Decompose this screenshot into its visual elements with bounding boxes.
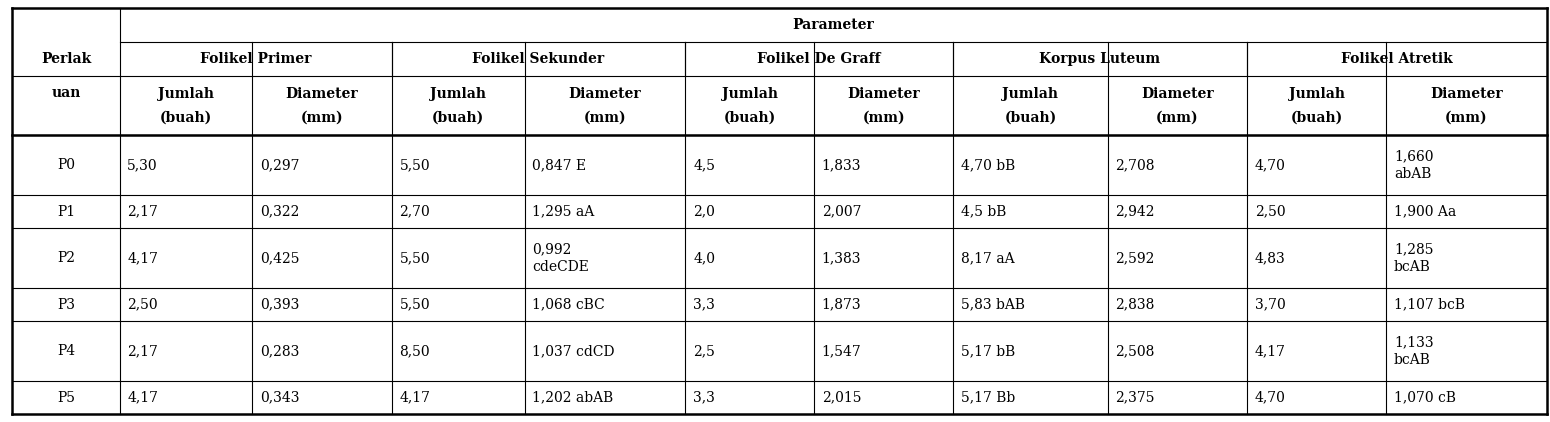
Text: 1,202 abAB: 1,202 abAB <box>532 391 614 405</box>
Text: 2,592: 2,592 <box>1116 251 1155 265</box>
Text: P0: P0 <box>57 158 74 172</box>
Text: 1,295 aA: 1,295 aA <box>532 205 595 219</box>
Text: 8,17 aA: 8,17 aA <box>961 251 1015 265</box>
Text: 1,068 cBC: 1,068 cBC <box>532 298 605 312</box>
Text: 2,838: 2,838 <box>1116 298 1155 312</box>
Text: 3,70: 3,70 <box>1254 298 1285 312</box>
Text: 5,83 bAB: 5,83 bAB <box>961 298 1025 312</box>
Text: cdeCDE: cdeCDE <box>532 260 589 274</box>
Text: abAB: abAB <box>1393 168 1431 181</box>
Text: 1,285: 1,285 <box>1393 242 1434 256</box>
Text: 3,3: 3,3 <box>693 298 715 312</box>
Text: 2,508: 2,508 <box>1116 344 1155 358</box>
Text: 1,037 cdCD: 1,037 cdCD <box>532 344 615 358</box>
Text: Jumlah: Jumlah <box>722 87 778 101</box>
Text: Diameter: Diameter <box>848 87 919 101</box>
Text: 5,17 bB: 5,17 bB <box>961 344 1015 358</box>
Text: 1,070 cB: 1,070 cB <box>1393 391 1455 405</box>
Text: Jumlah: Jumlah <box>1003 87 1059 101</box>
Text: (buah): (buah) <box>1291 111 1342 124</box>
Text: 2,375: 2,375 <box>1116 391 1155 405</box>
Text: 0,425: 0,425 <box>260 251 299 265</box>
Text: 0,297: 0,297 <box>260 158 299 172</box>
Text: (mm): (mm) <box>1445 111 1488 124</box>
Text: 1,133: 1,133 <box>1393 335 1434 349</box>
Text: 1,547: 1,547 <box>822 344 862 358</box>
Text: Folikel Atretik: Folikel Atretik <box>1341 52 1452 66</box>
Text: 4,17: 4,17 <box>127 251 158 265</box>
Text: 2,5: 2,5 <box>693 344 715 358</box>
Text: Diameter: Diameter <box>285 87 358 101</box>
Text: 2,50: 2,50 <box>127 298 158 312</box>
Text: 4,0: 4,0 <box>693 251 715 265</box>
Text: 2,007: 2,007 <box>822 205 862 219</box>
Text: 5,50: 5,50 <box>400 251 429 265</box>
Text: 1,660: 1,660 <box>1393 149 1434 163</box>
Text: P4: P4 <box>57 344 74 358</box>
Text: 0,992: 0,992 <box>532 242 572 256</box>
Text: 1,873: 1,873 <box>822 298 862 312</box>
Text: 4,17: 4,17 <box>1254 344 1285 358</box>
Text: 4,83: 4,83 <box>1254 251 1285 265</box>
Text: 4,70: 4,70 <box>1254 391 1285 405</box>
Text: P2: P2 <box>57 251 74 265</box>
Text: Diameter: Diameter <box>569 87 642 101</box>
Text: Folikel Primer: Folikel Primer <box>200 52 312 66</box>
Text: (mm): (mm) <box>1156 111 1198 124</box>
Text: 4,70: 4,70 <box>1254 158 1285 172</box>
Text: 5,17 Bb: 5,17 Bb <box>961 391 1015 405</box>
Text: 0,393: 0,393 <box>260 298 299 312</box>
Text: (mm): (mm) <box>862 111 905 124</box>
Text: 0,322: 0,322 <box>260 205 299 219</box>
Text: (buah): (buah) <box>1004 111 1057 124</box>
Text: 2,015: 2,015 <box>822 391 862 405</box>
Text: bcAB: bcAB <box>1393 354 1431 368</box>
Text: 8,50: 8,50 <box>400 344 429 358</box>
Text: Parameter: Parameter <box>792 19 874 32</box>
Text: 2,0: 2,0 <box>693 205 715 219</box>
Text: 4,17: 4,17 <box>400 391 431 405</box>
Text: uan: uan <box>51 86 81 100</box>
Text: 0,847 E: 0,847 E <box>532 158 586 172</box>
Text: 5,50: 5,50 <box>400 298 429 312</box>
Text: Korpus Luteum: Korpus Luteum <box>1040 52 1161 66</box>
Text: 2,942: 2,942 <box>1116 205 1155 219</box>
Text: 1,383: 1,383 <box>822 251 862 265</box>
Text: Diameter: Diameter <box>1141 87 1214 101</box>
Text: (buah): (buah) <box>724 111 775 124</box>
Text: 2,708: 2,708 <box>1116 158 1155 172</box>
Text: 1,900 Aa: 1,900 Aa <box>1393 205 1455 219</box>
Text: 0,283: 0,283 <box>260 344 299 358</box>
Text: 4,5 bB: 4,5 bB <box>961 205 1006 219</box>
Text: 0,343: 0,343 <box>260 391 299 405</box>
Text: (buah): (buah) <box>432 111 484 124</box>
Text: 5,30: 5,30 <box>127 158 158 172</box>
Text: 2,70: 2,70 <box>400 205 431 219</box>
Text: Perlak: Perlak <box>40 52 91 66</box>
Text: (mm): (mm) <box>584 111 626 124</box>
Text: (mm): (mm) <box>301 111 344 124</box>
Text: P1: P1 <box>57 205 74 219</box>
Text: 1,107 bcB: 1,107 bcB <box>1393 298 1465 312</box>
Text: Jumlah: Jumlah <box>431 87 487 101</box>
Text: Jumlah: Jumlah <box>1288 87 1344 101</box>
Text: Folikel De Graff: Folikel De Graff <box>758 52 880 66</box>
Text: 3,3: 3,3 <box>693 391 715 405</box>
Text: 4,70 bB: 4,70 bB <box>961 158 1015 172</box>
Text: Diameter: Diameter <box>1431 87 1504 101</box>
Text: P5: P5 <box>57 391 74 405</box>
Text: (buah): (buah) <box>160 111 212 124</box>
Text: 4,17: 4,17 <box>127 391 158 405</box>
Text: P3: P3 <box>57 298 74 312</box>
Text: 2,17: 2,17 <box>127 344 158 358</box>
Text: Folikel Sekunder: Folikel Sekunder <box>473 52 604 66</box>
Text: 5,50: 5,50 <box>400 158 429 172</box>
Text: 4,5: 4,5 <box>693 158 715 172</box>
Text: 2,50: 2,50 <box>1254 205 1285 219</box>
Text: 1,833: 1,833 <box>822 158 862 172</box>
Text: 2,17: 2,17 <box>127 205 158 219</box>
Text: Jumlah: Jumlah <box>158 87 214 101</box>
Text: bcAB: bcAB <box>1393 260 1431 274</box>
